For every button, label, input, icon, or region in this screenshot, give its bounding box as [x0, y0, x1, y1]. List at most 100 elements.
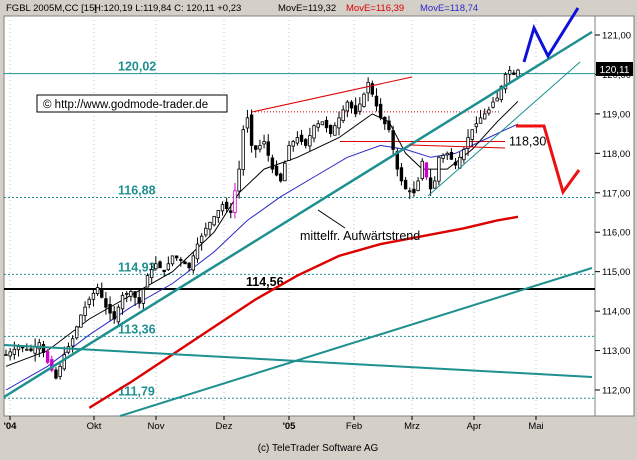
x-tick-label: '04	[4, 421, 18, 432]
candle-body	[295, 137, 300, 144]
candle-body	[324, 119, 329, 129]
candle-body	[316, 123, 320, 128]
y-tick-label: 119,00	[602, 109, 630, 120]
candle-body	[174, 255, 179, 259]
candle-body	[458, 156, 462, 169]
candle-body	[229, 210, 233, 213]
candle-body	[416, 180, 420, 192]
trendlines: mittelfr. Aufwärtstrend	[3, 30, 593, 417]
candle-body	[91, 292, 96, 300]
candle-body	[287, 145, 291, 161]
candle-body	[112, 311, 116, 320]
short-trend-line	[427, 61, 581, 197]
candle-body	[83, 306, 87, 316]
candle-body	[133, 291, 137, 298]
projections	[516, 7, 581, 196]
candle-body	[428, 177, 433, 190]
watermark-box	[36, 94, 228, 113]
candle-body	[466, 137, 470, 149]
plot-area	[3, 15, 596, 417]
candle-body	[516, 69, 520, 77]
candle-body	[170, 255, 175, 265]
candle-body	[187, 262, 191, 269]
candle-body	[378, 103, 383, 119]
candle-body	[387, 120, 391, 131]
candle-body	[120, 294, 125, 310]
candle-body	[204, 227, 208, 236]
y-tick-label: 117,00	[602, 188, 630, 199]
candle-body	[16, 346, 21, 351]
candle-body	[408, 190, 412, 193]
candle-body	[433, 180, 437, 189]
y-tick-label: 115,00	[602, 267, 630, 278]
candle-body	[79, 314, 83, 328]
candle-body	[312, 125, 316, 139]
candle-body	[70, 338, 75, 347]
header-symbol: FGBL 2005M,CC [15]	[6, 3, 97, 14]
candle-body	[158, 261, 162, 269]
y-tick-label: 113,00	[602, 346, 630, 357]
candles	[4, 65, 520, 380]
candle-body	[208, 221, 212, 230]
candle-body	[100, 288, 104, 298]
annotation-118: 118,30	[509, 135, 546, 149]
candle-body	[233, 190, 237, 213]
candle-body	[495, 97, 499, 102]
x-tick-label: '05	[283, 421, 297, 432]
candle-body	[470, 129, 474, 140]
y-tick-label: 116,00	[602, 228, 630, 239]
x-tick-label: Mai	[528, 421, 543, 432]
x-tick-label: Dez	[216, 421, 233, 432]
y-tick-label: 114,00	[602, 307, 630, 318]
level-label: 120,02	[118, 60, 156, 74]
candle-body	[8, 351, 12, 357]
candle-body	[220, 204, 225, 212]
candle-body	[445, 152, 449, 156]
y-tick-label: 121,00	[602, 31, 631, 42]
level-label: 114,93	[118, 260, 156, 274]
candle-body	[58, 365, 62, 377]
candle-body	[95, 287, 100, 295]
candle-body	[179, 259, 183, 261]
candle-body	[129, 290, 133, 297]
x-tick-label: Nov	[148, 421, 165, 432]
candle-body	[374, 95, 379, 107]
candle-body	[224, 201, 229, 209]
candle-body	[491, 101, 495, 108]
candle-body	[474, 123, 479, 128]
candle-body	[54, 369, 58, 379]
header-mave-red: MovE=116,39	[346, 3, 404, 14]
candle-body	[424, 162, 429, 178]
candle-body	[478, 117, 483, 124]
candle-body	[462, 148, 466, 161]
candle-body	[412, 188, 416, 194]
candle-body	[274, 165, 279, 176]
candle-body	[441, 154, 445, 159]
x-axis: '04 Okt Nov Dez '05 Feb Mrz Apr Mai	[4, 416, 544, 432]
candle-body	[503, 74, 508, 90]
candle-body	[216, 210, 220, 219]
watermark-text: © http://www.godmode-trader.de	[43, 99, 208, 111]
candle-body	[87, 298, 91, 305]
bullish-projection	[522, 7, 580, 63]
candle-body	[149, 269, 154, 279]
candle-body	[383, 116, 387, 125]
header-mave-black: MovE=119,32	[278, 3, 336, 14]
candle-body	[262, 141, 266, 145]
candle-body	[487, 109, 491, 114]
level-label: 116,88	[118, 184, 156, 198]
level-label: 111,79	[118, 384, 155, 398]
candle-body	[391, 130, 395, 150]
candle-body	[199, 235, 204, 244]
candle-body	[183, 261, 187, 265]
annotation-trend-text: mittelfr. Aufwärtstrend	[300, 229, 420, 243]
candle-body	[45, 351, 50, 363]
candle-body	[241, 129, 245, 171]
ma-red-line	[88, 215, 519, 409]
candle-body	[154, 263, 158, 270]
candle-body	[249, 114, 254, 146]
candle-body	[333, 125, 337, 136]
candle-body	[399, 167, 404, 182]
candle-body	[341, 109, 345, 122]
